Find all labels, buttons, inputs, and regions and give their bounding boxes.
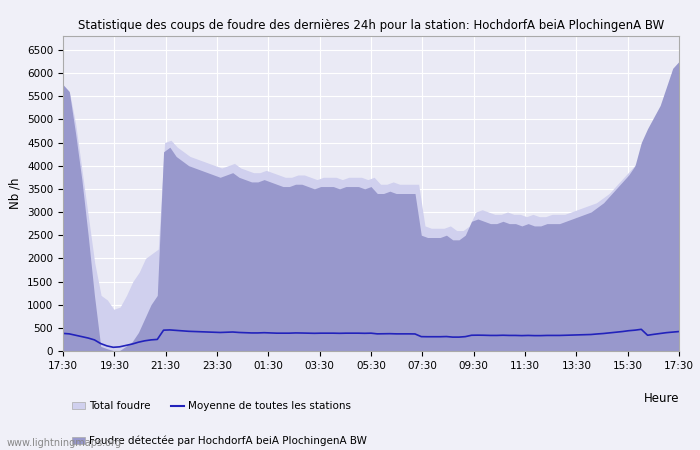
- Text: Heure: Heure: [643, 392, 679, 405]
- Y-axis label: Nb /h: Nb /h: [8, 178, 22, 209]
- Legend: Foudre détectée par HochdorfA beiA PlochingenA BW: Foudre détectée par HochdorfA beiA Ploch…: [68, 432, 371, 450]
- Text: www.lightningmaps.org: www.lightningmaps.org: [7, 438, 122, 448]
- Title: Statistique des coups de foudre des dernières 24h pour la station: HochdorfA bei: Statistique des coups de foudre des dern…: [78, 19, 664, 32]
